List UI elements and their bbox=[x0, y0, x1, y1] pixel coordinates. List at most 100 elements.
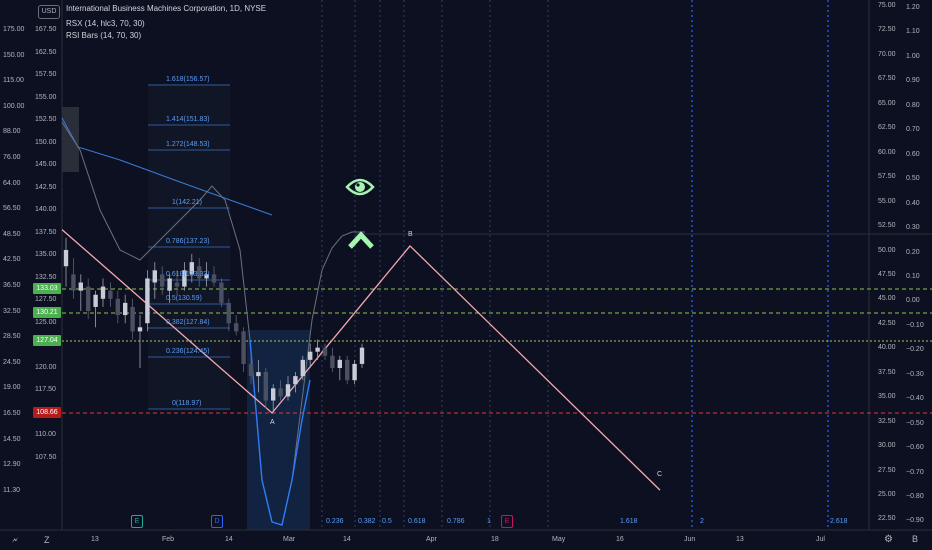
right-axis-outer-label: 0.10 bbox=[906, 272, 920, 280]
right-axis-outer-label: −0.10 bbox=[906, 321, 924, 329]
left-axis-outer-label: 150.00 bbox=[3, 51, 25, 59]
candle-body bbox=[359, 347, 365, 364]
left-axis-inner-label: 167.50 bbox=[35, 26, 57, 33]
candle-body bbox=[308, 351, 313, 360]
right-axis-outer-label: −0.80 bbox=[906, 493, 924, 500]
fib-level-label: 0.5(130.59) bbox=[166, 295, 202, 302]
right-axis-outer-label: −0.30 bbox=[906, 370, 924, 378]
time-axis-label: 14 bbox=[225, 536, 233, 543]
right-axis-inner-label: 52.50 bbox=[878, 222, 896, 230]
indicator-rsx-label[interactable]: RSX (14, hlc3, 70, 30) bbox=[66, 19, 145, 28]
fib-zone bbox=[148, 84, 230, 409]
fib-level-label: 0(118.97) bbox=[172, 400, 202, 407]
candle-body bbox=[219, 282, 224, 303]
left-axis-outer-label: 76.00 bbox=[3, 154, 21, 161]
left-axis-outer-label: 100.00 bbox=[3, 102, 25, 110]
left-axis-inner-label: 145.00 bbox=[35, 161, 57, 168]
right-axis-inner-label: 55.00 bbox=[878, 197, 896, 205]
zoom-icon[interactable]: 🗲 bbox=[12, 535, 18, 545]
right-axis-outer-label: 0.50 bbox=[906, 175, 920, 183]
currency-badge[interactable]: USD bbox=[38, 5, 60, 19]
time-fib-label: 0.236 bbox=[326, 518, 344, 525]
left-axis-outer-label: 28.50 bbox=[3, 333, 21, 341]
left-axis-outer-label: 36.50 bbox=[3, 282, 21, 289]
right-axis-inner-label: 50.00 bbox=[878, 246, 896, 254]
candle-body bbox=[182, 270, 187, 287]
right-axis-inner-label: 35.00 bbox=[878, 393, 896, 401]
event-icon: D bbox=[211, 515, 223, 528]
left-axis-inner-label: 120.00 bbox=[35, 363, 57, 371]
candle-body bbox=[204, 274, 209, 279]
indicator-rsi-bars-label[interactable]: RSI Bars (14, 70, 30) bbox=[66, 31, 142, 40]
left-axis-inner-label: 107.50 bbox=[35, 453, 57, 461]
left-axis-outer-label: 11.30 bbox=[3, 486, 20, 494]
time-axis-label: 18 bbox=[491, 536, 499, 543]
time-fib-label: 0.786 bbox=[447, 518, 465, 525]
bar-menu-icon[interactable]: B bbox=[912, 534, 919, 544]
time-axis-label: Jun bbox=[684, 536, 696, 543]
right-axis-outer-label: 0.30 bbox=[906, 224, 920, 232]
left-axis-outer-label: 14.50 bbox=[3, 435, 21, 443]
right-axis-inner-label: 72.50 bbox=[878, 26, 896, 34]
right-axis-outer-label: 0.40 bbox=[906, 199, 920, 207]
right-axis-outer-label: 1.10 bbox=[906, 28, 920, 36]
fib-level-label: 1(142.21) bbox=[172, 199, 202, 206]
fib-level-label: 0.786(137.23) bbox=[166, 238, 210, 245]
left-axis-inner-label: 125.00 bbox=[35, 318, 57, 326]
candle-body bbox=[189, 262, 194, 275]
event-icon: E bbox=[131, 515, 143, 528]
fib-level-label: 0.382(127.84) bbox=[166, 319, 210, 326]
candle-body bbox=[300, 359, 305, 377]
abc-point-label: A bbox=[270, 419, 275, 426]
time-fib-label: 0.618 bbox=[408, 518, 426, 525]
left-axis-outer-label: 64.00 bbox=[3, 179, 21, 187]
price-tag: 127.04 bbox=[33, 335, 61, 346]
price-tag: 130.21 bbox=[33, 307, 61, 318]
abc-point-label: C bbox=[657, 471, 663, 478]
candle-body bbox=[152, 270, 157, 283]
time-axis-label: 16 bbox=[616, 536, 624, 543]
time-fib-label: 2 bbox=[700, 518, 704, 525]
time-axis-label: Feb bbox=[162, 536, 175, 543]
right-axis-outer-label: −0.90 bbox=[906, 517, 924, 525]
candle-body bbox=[241, 331, 246, 364]
right-axis-outer-label: 0.80 bbox=[906, 101, 920, 109]
time-fib-label: 2.618 bbox=[830, 518, 848, 525]
time-fib-label: 1 bbox=[487, 518, 491, 525]
right-axis-inner-label: 67.50 bbox=[878, 75, 896, 83]
left-axis-outer-label: 175.00 bbox=[3, 26, 25, 33]
left-axis-inner-label: 157.50 bbox=[35, 71, 57, 78]
candle-body bbox=[271, 388, 276, 401]
time-axis-label: Jul bbox=[816, 536, 825, 543]
fib-level-label: 1.414(151.83) bbox=[166, 116, 210, 123]
time-axis-label: Apr bbox=[426, 536, 437, 543]
right-axis-inner-label: 22.50 bbox=[878, 515, 896, 523]
candle-body bbox=[100, 286, 106, 299]
left-axis-inner-label: 140.00 bbox=[35, 206, 57, 213]
event-icon: E bbox=[501, 515, 513, 528]
left-axis-outer-label: 115.00 bbox=[3, 77, 24, 85]
candle-body bbox=[137, 327, 143, 332]
right-axis-inner-label: 37.50 bbox=[878, 368, 896, 376]
time-axis-label: 13 bbox=[736, 536, 744, 543]
right-axis-inner-label: 27.50 bbox=[878, 466, 896, 474]
candle-body bbox=[63, 249, 69, 267]
candle-body bbox=[278, 388, 283, 397]
time-axis-label: 13 bbox=[91, 536, 99, 543]
settings-icon[interactable]: ⚙ bbox=[884, 534, 893, 545]
left-axis-inner-label: 135.00 bbox=[35, 251, 57, 258]
time-axis-label: 14 bbox=[343, 536, 351, 543]
scale-icon[interactable]: Z bbox=[44, 535, 50, 545]
time-axis-label: Mar bbox=[283, 536, 296, 543]
left-axis-outer-label: 32.50 bbox=[3, 307, 21, 315]
left-axis-inner-label: 132.50 bbox=[35, 273, 57, 281]
left-axis-outer-label: 48.50 bbox=[3, 230, 21, 238]
candle-body bbox=[211, 274, 217, 283]
right-axis-inner-label: 47.50 bbox=[878, 270, 896, 278]
right-axis-inner-label: 25.00 bbox=[878, 491, 896, 498]
right-axis-outer-label: 0.90 bbox=[906, 77, 920, 85]
left-axis-inner-label: 110.00 bbox=[35, 431, 56, 438]
right-axis-inner-label: 70.00 bbox=[878, 50, 896, 58]
candle-body bbox=[285, 384, 291, 397]
